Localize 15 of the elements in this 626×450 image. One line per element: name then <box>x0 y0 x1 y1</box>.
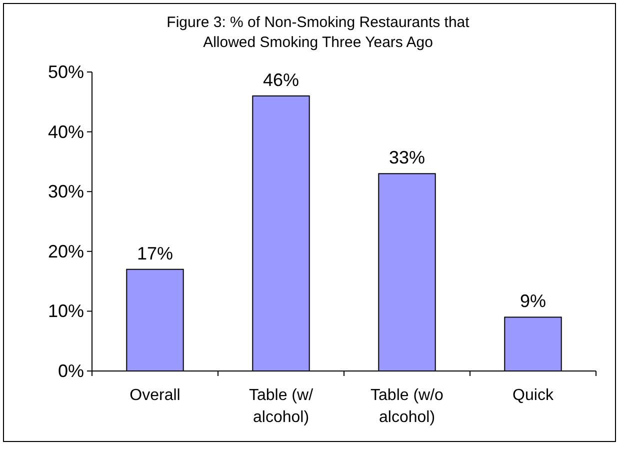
data-label: 46% <box>262 70 300 90</box>
y-tick-label: 50% <box>48 62 84 82</box>
y-tick-label: 20% <box>48 241 84 262</box>
data-label: 9% <box>520 291 546 312</box>
data-label: 17% <box>136 243 174 264</box>
x-tick-label: Table (w/ alcohol) <box>248 387 314 426</box>
x-tick-label: Overall <box>130 387 180 404</box>
y-tick-label: 10% <box>48 301 84 322</box>
data-label: 33% <box>388 148 426 168</box>
y-tick-label: 40% <box>48 122 84 142</box>
x-tick-label: Quick <box>512 387 554 404</box>
chart-title: Figure 3: % of Non-Smoking Restaurants that Allowed Smoking Three Years Ago <box>166 14 470 51</box>
y-tick-label: 0% <box>58 361 84 381</box>
x-tick-label: Table (w/o alcohol) <box>370 387 444 426</box>
y-tick-label: 30% <box>48 182 84 202</box>
